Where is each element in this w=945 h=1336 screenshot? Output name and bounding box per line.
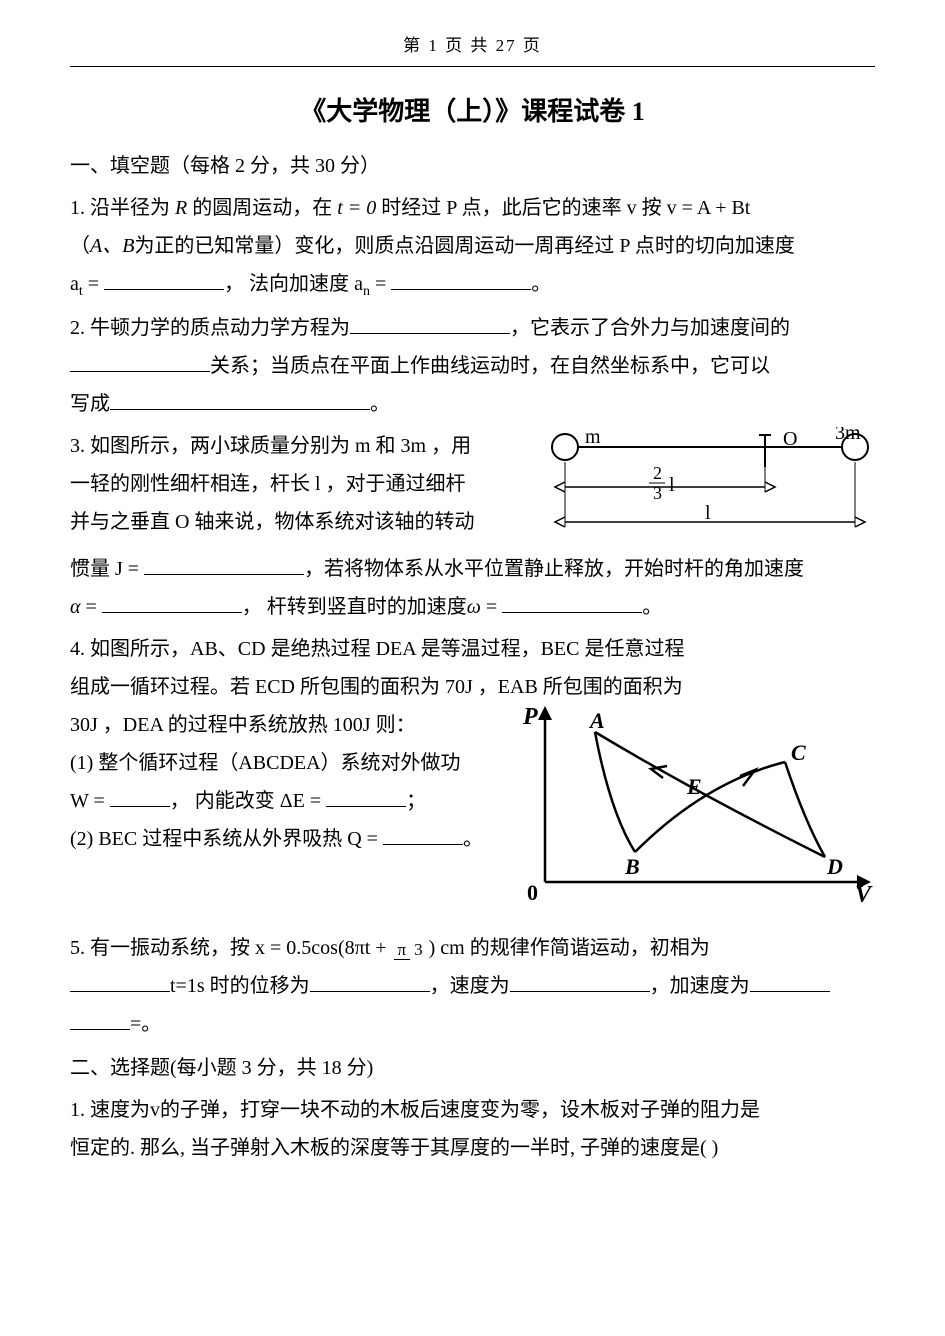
q5-blank3: [750, 971, 830, 992]
q3-blank3: [502, 592, 642, 613]
q1-eq1: =: [83, 273, 104, 295]
q1-t0: t = 0: [337, 197, 381, 219]
q2-blank4: [250, 389, 370, 410]
q3-l4a: 惯量 J =: [70, 558, 144, 580]
q1-eq2: =: [370, 273, 391, 295]
q2-t1: 2. 牛顿力学的质点动力学方程为: [70, 317, 350, 339]
fig3-l2: l: [705, 502, 711, 524]
q1-t5: 为正的已知常量）变化，则质点沿圆周运动一周再经过 P 点时的切向加速度: [134, 235, 794, 257]
q4-l2: 组成一循环过程。若 ECD 所包围的面积为 70J ，EAB 所包围的面积为: [70, 668, 875, 706]
q5-blank2: [510, 971, 650, 992]
q3-l4b: ，若将物体系从水平位置静止释放，开始时杆的角加速度: [304, 558, 804, 580]
q5-t3: t=1s 时的位移为: [170, 975, 310, 997]
q4-blank3: [383, 824, 463, 845]
q3-blank1: [144, 554, 304, 575]
q1-t3: 时经过 P 点，此后它的速率 v 按: [381, 197, 661, 219]
q2-blank1: [350, 313, 510, 334]
q4-l5a: W =: [70, 790, 110, 812]
q5-blank4: [70, 1009, 130, 1030]
fig4-O: 0: [527, 880, 538, 902]
fig3-l1: l: [669, 474, 675, 496]
q3-l5b: ， 杆转到竖直时的加速度: [242, 596, 467, 618]
fig4-E: E: [686, 774, 702, 799]
fig4-C: C: [791, 740, 806, 765]
q2-blank3: [110, 389, 250, 410]
q4-l5c: ；: [406, 790, 426, 812]
q5-blank0: [70, 971, 170, 992]
q1-t6: ， 法向加速度: [224, 273, 349, 295]
q4-l5b: ， 内能改变 ΔE =: [170, 790, 326, 812]
q5-blank1: [310, 971, 430, 992]
q1-AB: A、B: [90, 235, 134, 257]
q5: 5. 有一振动系统，按 x = 0.5cos(8πt + π3) cm 的规律作…: [70, 929, 875, 1043]
q1-blank2: [391, 269, 531, 290]
q1-blank1: [104, 269, 224, 290]
fig4-A: A: [588, 708, 605, 733]
q1-an: an: [354, 273, 370, 295]
q3-omega: ω: [467, 596, 481, 618]
s2-q1-l2: 恒定的. 那么, 当子弹射入木板的深度等于其厚度的一半时, 子弹的速度是( ): [70, 1129, 875, 1167]
q3: m O 3m 2 3 l l 3.: [70, 427, 875, 626]
q1-eq: v = A + Bt: [667, 197, 751, 219]
q4-l1: 4. 如图所示，AB、CD 是绝热过程 DEA 是等温过程，BEC 是任意过程: [70, 630, 875, 668]
section-1: 一、填空题（每格 2 分，共 30 分） 1. 沿半径为 R 的圆周运动，在 t…: [70, 147, 875, 1044]
fig-q4: P V 0 A B C D E: [515, 702, 875, 915]
q4-blank2: [326, 786, 406, 807]
q4-l6b: 。: [463, 828, 483, 850]
q1: 1. 沿半径为 R 的圆周运动，在 t = 0 时经过 P 点，此后它的速率 v…: [70, 189, 875, 306]
q5-t6: =。: [130, 1013, 161, 1035]
fig3-m: m: [585, 427, 601, 448]
q1-t2: 的圆周运动，在: [192, 197, 332, 219]
q3-eq1: =: [81, 596, 102, 618]
q4-blank1: [110, 786, 170, 807]
q4-l6a: (2) BEC 过程中系统从外界吸热 Q =: [70, 828, 383, 850]
q1-R: R: [175, 197, 187, 219]
q5-eq: x = 0.5cos(8πt + π3) cm: [255, 937, 470, 959]
q3-alpha: α: [70, 596, 81, 618]
fig4-B: B: [624, 854, 640, 879]
q5-t2: 的规律作简谐运动，初相为: [470, 937, 710, 959]
section-2-heading: 二、选择题(每小题 3 分，共 18 分): [70, 1049, 875, 1087]
q2-t4: 写成: [70, 393, 110, 415]
q2-t3: 关系；当质点在平面上作曲线运动时，在自然坐标系中，它可以: [210, 355, 770, 377]
q1-t4: （: [70, 235, 90, 257]
fig3-O: O: [783, 428, 797, 450]
s2-q1-l1: 1. 速度为v的子弹，打穿一块不动的木板后速度变为零，设木板对子弹的阻力是: [70, 1091, 875, 1129]
q2: 2. 牛顿力学的质点动力学方程为 ，它表示了合外力与加速度间的 关系；当质点在平面…: [70, 309, 875, 423]
q2-blank2: [70, 351, 210, 372]
q1-t1: 1. 沿半径为: [70, 197, 170, 219]
fig3-frac-den: 3: [653, 483, 662, 503]
fig4-V: V: [855, 882, 873, 902]
q3-blank2: [102, 592, 242, 613]
page-number: 第 1 页 共 27 页: [403, 36, 542, 55]
fig3-frac-num: 2: [653, 463, 662, 483]
q5-t5: ，加速度为: [650, 975, 750, 997]
q3-l5d: 。: [642, 596, 662, 618]
fig-q3-svg: m O 3m 2 3 l l: [545, 427, 875, 537]
q2-t5: 。: [370, 393, 390, 415]
fig-q4-svg: P V 0 A B C D E: [515, 702, 875, 902]
q4: 4. 如图所示，AB、CD 是绝热过程 DEA 是等温过程，BEC 是任意过程 …: [70, 630, 875, 915]
q5-t1: 5. 有一振动系统，按: [70, 937, 250, 959]
fig3-3m: 3m: [835, 427, 861, 444]
section-1-heading: 一、填空题（每格 2 分，共 30 分）: [70, 147, 875, 185]
q3-eq2: =: [481, 596, 502, 618]
doc-title: 《大学物理（上）》课程试卷 1: [70, 87, 875, 136]
section-2: 二、选择题(每小题 3 分，共 18 分) 1. 速度为v的子弹，打穿一块不动的…: [70, 1049, 875, 1167]
s2-q1: 1. 速度为v的子弹，打穿一块不动的木板后速度变为零，设木板对子弹的阻力是 恒定…: [70, 1091, 875, 1167]
fig4-P: P: [522, 704, 538, 730]
q2-t2: ，它表示了合外力与加速度间的: [510, 317, 790, 339]
q1-at: at: [70, 273, 83, 295]
q5-t4: ，速度为: [430, 975, 510, 997]
q1-t7: 。: [531, 273, 551, 295]
page-header: 第 1 页 共 27 页: [70, 30, 875, 67]
fig4-D: D: [826, 854, 843, 879]
fig-q3: m O 3m 2 3 l l: [545, 427, 875, 550]
